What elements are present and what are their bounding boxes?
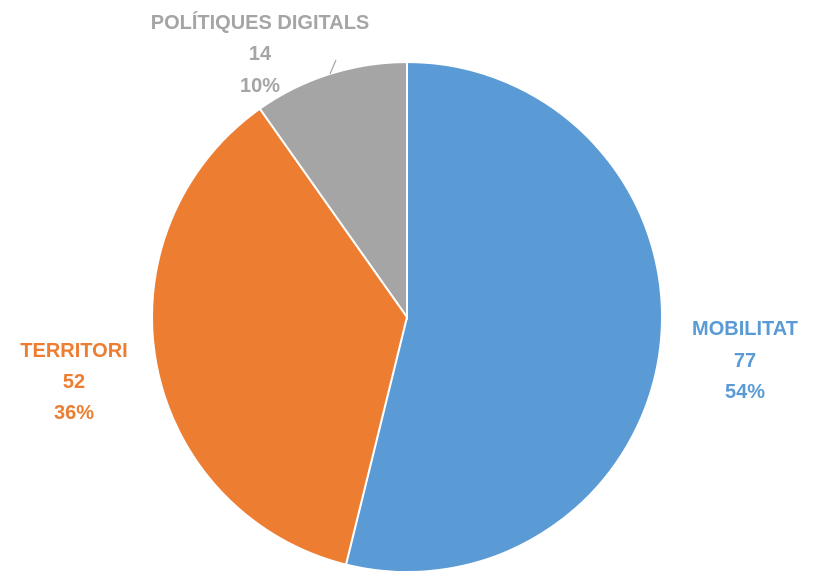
label-territori-name: TERRITORI — [20, 340, 127, 362]
pie-slices — [151, 60, 663, 572]
pie-slice-territori — [151, 107, 409, 566]
label-mobilitat-name: MOBILITAT — [692, 318, 798, 340]
label-politiques-digitals-name: POLÍTIQUES DIGITALS — [151, 11, 370, 34]
pie-slice-mobilitat — [344, 60, 663, 572]
pie-slice-pol-tiques-digitals — [258, 60, 408, 321]
label-territori-value: 52 — [63, 371, 85, 393]
leader-line-politiques-digitals — [329, 59, 337, 75]
label-politiques-digitals-percent: 10% — [240, 75, 280, 97]
label-politiques-digitals-value: 14 — [249, 43, 272, 65]
label-mobilitat-value: 77 — [734, 350, 756, 372]
label-mobilitat-percent: 54% — [725, 381, 765, 403]
label-territori-percent: 36% — [54, 402, 94, 424]
